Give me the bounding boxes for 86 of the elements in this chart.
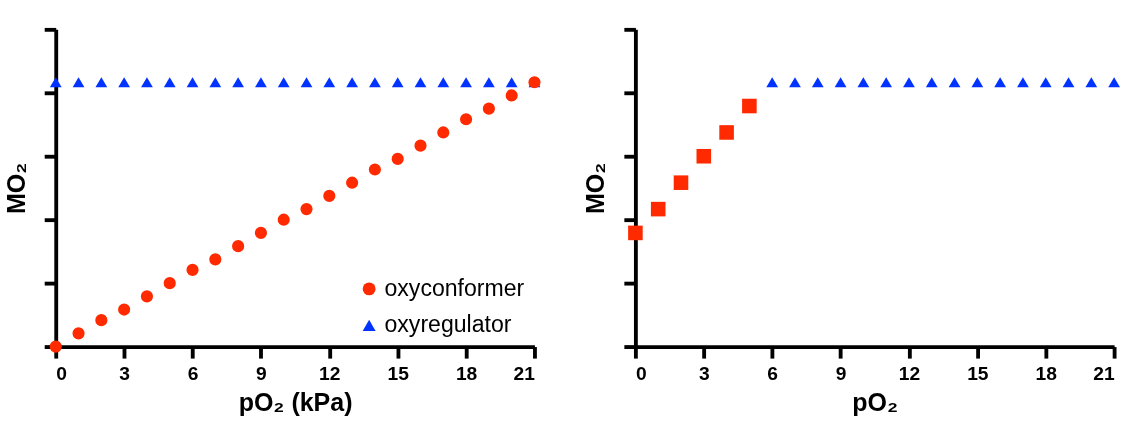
point [277,213,290,226]
point [277,77,290,88]
x-tick-label: 6 [767,362,779,384]
point [994,77,1007,88]
point [323,189,336,202]
point [368,163,381,176]
point [186,77,199,88]
point [650,201,666,217]
point [118,77,131,88]
point [391,152,404,165]
point [505,89,518,102]
point [323,77,336,88]
point [49,77,62,88]
point [628,225,643,241]
x-tick-label: 15 [967,362,989,384]
legend-label: oxyconformer [384,274,525,301]
point [460,113,473,126]
point [95,77,108,88]
point [437,77,450,88]
point [72,327,85,340]
point [300,77,313,88]
point [209,253,222,266]
point [903,77,915,88]
y-axis-title: MO₂ [581,162,610,215]
point [300,203,313,216]
point [880,77,893,88]
point [696,148,712,164]
point [460,77,472,88]
point [948,77,961,88]
x-tick-label: 21 [1093,362,1115,384]
point [346,77,358,88]
point [742,98,757,114]
point [209,77,222,88]
point [834,77,847,88]
legend-label: oxyregulator [384,311,512,338]
point [391,77,404,88]
point [789,77,801,88]
x-tick-label: 0 [56,362,67,384]
point [254,226,267,239]
point [414,77,427,88]
point [95,314,108,327]
x-tick-label: 12 [898,362,921,384]
point [437,126,450,139]
point [1039,77,1052,88]
point [232,240,245,253]
x-axis-title: pO₂ [852,388,899,417]
point [1085,77,1098,88]
x-tick-label: 3 [119,362,130,384]
point [719,125,734,140]
x-tick-label: 21 [513,362,536,384]
point [673,175,689,190]
point [482,102,495,115]
x-tick-label: 9 [835,362,847,384]
point [346,176,359,189]
point [369,77,381,88]
x-tick-label: 3 [698,362,710,384]
point [255,77,267,88]
point [72,77,85,88]
point [232,77,245,88]
point [49,340,62,353]
x-tick-label: 9 [256,362,267,384]
y-axis-title: MO₂ [1,162,30,215]
point [925,77,938,88]
point [118,303,131,316]
x-axis-title: pO₂ (kPa) [238,388,353,417]
point [141,77,153,88]
point [1108,77,1121,88]
point [971,77,984,88]
x-tick-label: 15 [387,362,410,384]
x-tick-label: 18 [455,362,478,384]
point [414,139,427,152]
point [1017,77,1029,88]
point [857,77,870,88]
x-tick-label: 18 [1035,362,1058,384]
x-tick-label: 0 [635,362,647,384]
point [163,277,176,290]
point [186,263,199,276]
point [505,77,518,88]
point [811,77,824,88]
x-tick-label: 12 [319,362,341,384]
point [766,77,779,88]
point [482,77,495,88]
point [163,77,176,88]
point [140,290,154,303]
x-tick-label: 6 [187,362,199,384]
point [1062,77,1075,88]
